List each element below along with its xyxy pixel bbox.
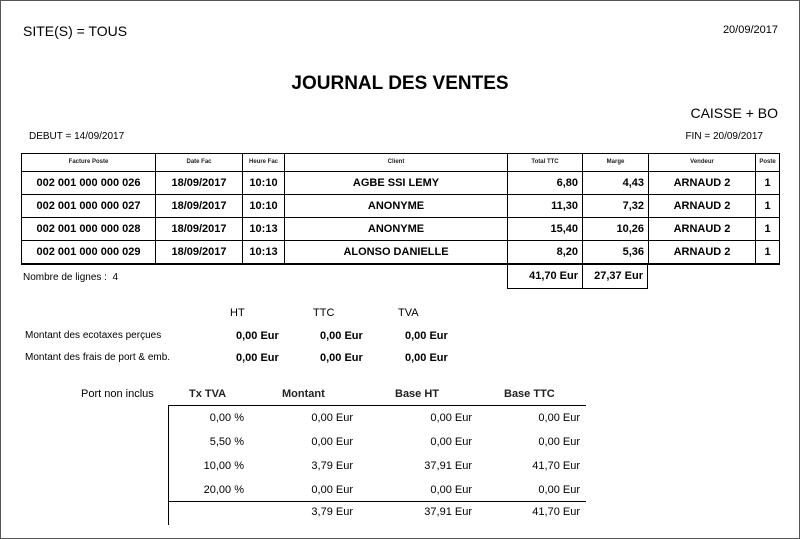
cell-post: 1 — [755, 217, 780, 241]
tva-cell: 5,50 % — [209, 436, 244, 448]
cell-total: 6,80 — [507, 171, 583, 195]
tva-cell: 0,00 Eur — [538, 412, 580, 424]
table-row: 002 001 000 000 027 18/09/2017 10:10 ANONYM… — [21, 194, 780, 218]
col-client: Client — [284, 153, 508, 172]
cell-seller: ARNAUD 2 — [648, 171, 756, 195]
tva-cell: 0,00 Eur — [311, 484, 353, 496]
total-ttc: 41,70 Eur — [507, 265, 583, 289]
tax-value: 0,00 Eur — [405, 330, 448, 342]
tax-value: 0,00 Eur — [236, 330, 279, 342]
col-vendeur: Vendeur — [648, 153, 756, 172]
cell-client: ANONYME — [284, 217, 508, 241]
tax-header-ttc: TTC — [313, 307, 335, 319]
tax-row-label: Montant des frais de port & emb. — [25, 352, 171, 363]
cell-seller: ARNAUD 2 — [648, 240, 756, 265]
table-row: 002 001 000 000 028 18/09/2017 10:13 ANONYM… — [21, 217, 780, 241]
end-date: FIN = 20/09/2017 — [685, 131, 763, 142]
tax-value: 0,00 Eur — [320, 330, 363, 342]
cell-margin: 4,43 — [582, 171, 649, 195]
cell-invoice: 002 001 000 000 028 — [21, 217, 156, 241]
tva-cell: 0,00 Eur — [430, 436, 472, 448]
report-subtitle: CAISSE + BO — [690, 105, 778, 121]
table-row: 002 001 000 000 026 18/09/2017 10:10 AGBE S… — [21, 171, 780, 195]
cell-total: 8,20 — [507, 240, 583, 265]
cell-post: 1 — [755, 240, 780, 265]
cell-seller: ARNAUD 2 — [648, 194, 756, 218]
cell-client: ANONYME — [284, 194, 508, 218]
tva-cell: 37,91 Eur — [424, 460, 472, 472]
cell-margin: 10,26 — [582, 217, 649, 241]
tax-value: 0,00 Eur — [236, 352, 279, 364]
cell-client: ALONSO DANIELLE — [284, 240, 508, 265]
line-count: Nombre de lignes : 4 — [23, 272, 118, 283]
cell-post: 1 — [755, 171, 780, 195]
tva-header-base-ht: Base HT — [395, 388, 440, 400]
tax-header-ht: HT — [230, 307, 245, 319]
tva-vertical-divider — [168, 405, 169, 525]
cell-invoice: 002 001 000 000 027 — [21, 194, 156, 218]
sales-table: Facture Poste Date Fac Heure Fac Client … — [21, 153, 780, 265]
tva-total-cell: 41,70 Eur — [532, 506, 580, 518]
tva-header-amount: Montant — [282, 388, 325, 400]
tva-cell: 0,00 Eur — [311, 436, 353, 448]
col-date: Date Fac — [155, 153, 243, 172]
cell-time: 10:13 — [242, 240, 285, 265]
col-marge: Marge — [582, 153, 649, 172]
tva-cell: 20,00 % — [203, 484, 244, 496]
print-date: 20/09/2017 — [722, 24, 778, 36]
cell-margin: 5,36 — [582, 240, 649, 265]
cell-seller: ARNAUD 2 — [648, 217, 756, 241]
tva-header-rate: Tx TVA — [189, 388, 227, 400]
tax-header-tva: TVA — [398, 307, 419, 319]
tva-cell: 10,00 % — [203, 460, 244, 472]
col-heure: Heure Fac — [242, 153, 285, 172]
tva-header-divider — [168, 405, 586, 406]
col-poste: Poste — [755, 153, 780, 172]
start-date: DEBUT = 14/09/2017 — [29, 131, 125, 142]
tva-total-cell: 3,79 Eur — [311, 506, 353, 518]
line-count-label: Nombre de lignes : — [23, 272, 107, 283]
cell-margin: 7,32 — [582, 194, 649, 218]
cell-invoice: 002 001 000 000 029 — [21, 240, 156, 265]
tva-cell: 41,70 Eur — [532, 460, 580, 472]
cell-client: AGBE SSI LEMY — [284, 171, 508, 195]
tva-cell: 0,00 Eur — [538, 436, 580, 448]
tva-header-base-ttc: Base TTC — [504, 388, 555, 400]
port-label: Port non inclus — [81, 388, 154, 400]
tva-total-cell: 37,91 Eur — [424, 506, 472, 518]
cell-time: 10:13 — [242, 217, 285, 241]
tax-row-label: Montant des ecotaxes perçues — [25, 330, 162, 341]
cell-post: 1 — [755, 194, 780, 218]
cell-date: 18/09/2017 — [155, 217, 243, 241]
table-row: 002 001 000 000 029 18/09/2017 10:13 ALONSO… — [21, 240, 780, 265]
tax-value: 0,00 Eur — [320, 352, 363, 364]
tva-cell: 0,00 Eur — [538, 484, 580, 496]
cell-time: 10:10 — [242, 194, 285, 218]
cell-date: 18/09/2017 — [155, 240, 243, 265]
tva-total-divider — [168, 501, 586, 502]
cell-date: 18/09/2017 — [155, 171, 243, 195]
tva-cell: 0,00 Eur — [430, 484, 472, 496]
total-marge: 27,37 Eur — [582, 265, 648, 289]
line-count-value: 4 — [112, 272, 119, 283]
tva-cell: 0,00 Eur — [311, 412, 353, 424]
tva-cell: 0,00 Eur — [430, 412, 472, 424]
tax-value: 0,00 Eur — [405, 352, 448, 364]
cell-time: 10:10 — [242, 171, 285, 195]
sites-label: SITE(S) = TOUS — [23, 23, 128, 39]
tva-cell: 0,00 % — [209, 412, 244, 424]
col-total: Total TTC — [507, 153, 583, 172]
cell-total: 15,40 — [507, 217, 583, 241]
tva-cell: 3,79 Eur — [311, 460, 353, 472]
cell-invoice: 002 001 000 000 026 — [21, 171, 156, 195]
table-header: Facture Poste Date Fac Heure Fac Client … — [21, 153, 780, 172]
report-title: JOURNAL DES VENTES — [291, 73, 509, 94]
col-facture: Facture Poste — [21, 153, 156, 172]
cell-total: 11,30 — [507, 194, 583, 218]
cell-date: 18/09/2017 — [155, 194, 243, 218]
